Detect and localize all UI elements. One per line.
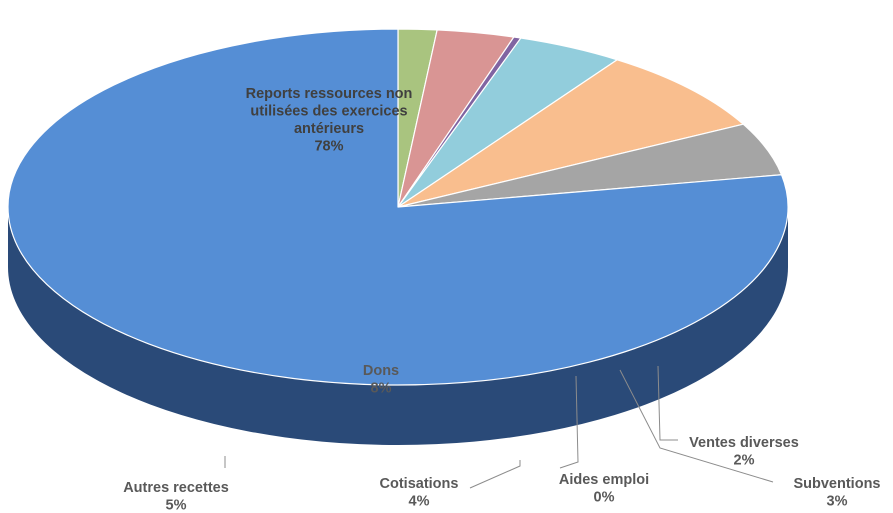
slice-percent-0: 2% <box>734 453 755 469</box>
slice-labels: Ventes diverses 2% Subventions 3% Aides empl… <box>123 86 880 513</box>
slice-label-0: Ventes diverses <box>689 435 799 451</box>
slice-percent-6: 78% <box>314 139 343 155</box>
leader-line-1 <box>619 369 774 483</box>
pie-slice-4 <box>397 59 744 208</box>
slice-label-6: Reports ressources non <box>246 86 413 102</box>
slice-percent-1: 3% <box>827 494 848 510</box>
slice-percent-5: 5% <box>166 498 187 513</box>
slice-percent-2: 0% <box>594 490 615 506</box>
slice-label-2: Aides emploi <box>559 472 649 488</box>
slice-percent-3: 4% <box>409 494 430 510</box>
slice-label-4: Dons <box>363 363 399 379</box>
slice-percent-4: 8% <box>371 381 392 397</box>
leader-line-2 <box>559 375 579 469</box>
slice-label-5: Autres recettes <box>123 480 229 496</box>
pie-sides <box>8 207 788 445</box>
pie-tops <box>7 28 789 386</box>
leader-line-3 <box>469 460 521 489</box>
slice-label-1: Subventions <box>793 476 880 492</box>
pie-slice-6 <box>7 28 789 386</box>
pie-side-6 <box>8 207 788 445</box>
slice-label-6: antérieurs <box>294 121 364 137</box>
leader-line-0 <box>657 365 678 441</box>
slice-label-3: Cotisations <box>380 476 459 492</box>
leader-lines <box>224 365 774 489</box>
slice-label-6: utilisées des exercices <box>250 104 407 120</box>
